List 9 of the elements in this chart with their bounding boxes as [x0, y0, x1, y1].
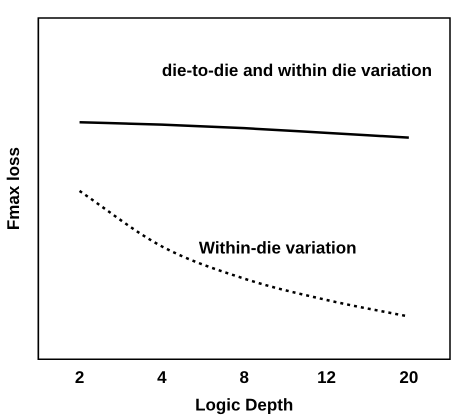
- series-label: Within-die variation: [198, 238, 356, 258]
- x-axis-title: Logic Depth: [195, 395, 294, 414]
- x-tick-label: 8: [239, 368, 249, 388]
- x-tick-label: 20: [399, 368, 418, 388]
- y-axis-title: Fmax loss: [4, 147, 23, 230]
- text: die-to-die and within die variation: [162, 61, 432, 80]
- x-tick-label: 4: [157, 368, 168, 388]
- x-tick-label: 2: [74, 368, 84, 388]
- x-tick-label: 12: [317, 368, 336, 388]
